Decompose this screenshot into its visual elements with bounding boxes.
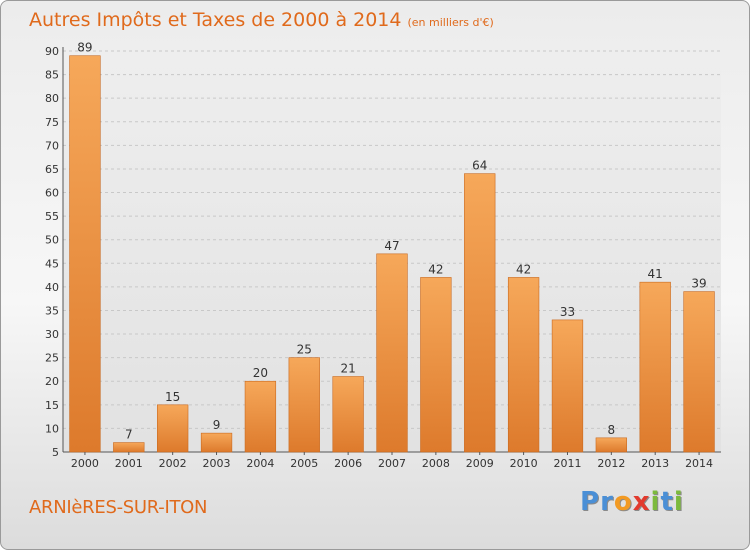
x-tick-label: 2014 — [685, 457, 713, 470]
y-tick-label: 45 — [45, 257, 59, 270]
logo-letter: o — [613, 487, 633, 517]
bar — [683, 291, 715, 453]
bar-value-label: 41 — [648, 267, 663, 281]
bar-value-label: 15 — [165, 390, 180, 404]
bar — [551, 319, 584, 453]
bar — [376, 253, 408, 453]
bar-value-label: 9 — [213, 418, 221, 432]
bar-value-label: 8 — [608, 423, 616, 437]
x-tick-label: 2000 — [71, 457, 99, 470]
y-tick-label: 5 — [52, 446, 59, 459]
proxiti-logo: Proxiti — [580, 487, 684, 517]
chart-title: Autres Impôts et Taxes de 2000 à 2014 (en… — [29, 9, 494, 31]
bar — [288, 357, 320, 453]
y-tick-label: 55 — [45, 210, 59, 223]
x-tick-label: 2002 — [159, 457, 187, 470]
bar-value-label: 39 — [691, 277, 706, 291]
bar-value-label: 25 — [297, 343, 312, 357]
commune-name: ARNIèRES-SUR-ITON — [29, 497, 208, 518]
x-tick-label: 2009 — [466, 457, 494, 470]
y-tick-label: 25 — [45, 352, 59, 365]
y-tick-label: 90 — [45, 45, 59, 58]
bar — [595, 437, 627, 453]
x-tick-label: 2005 — [290, 457, 318, 470]
bar — [157, 404, 189, 453]
bar — [332, 376, 364, 453]
y-tick-label: 75 — [45, 116, 59, 129]
bar-value-label: 47 — [384, 239, 399, 253]
bar — [69, 55, 101, 453]
bar-value-label: 33 — [560, 305, 575, 319]
x-tick-label: 2011 — [553, 457, 581, 470]
y-tick-label: 80 — [45, 92, 59, 105]
x-tick-label: 2004 — [246, 457, 274, 470]
x-tick-label: 2008 — [422, 457, 450, 470]
bar-value-label: 42 — [516, 262, 531, 276]
y-tick-label: 40 — [45, 281, 59, 294]
bar-value-label: 21 — [340, 362, 355, 376]
bar — [420, 277, 452, 453]
y-tick-label: 70 — [45, 139, 59, 152]
bar — [507, 277, 540, 453]
bar — [200, 432, 233, 453]
x-tick-label: 2012 — [597, 457, 625, 470]
y-tick-label: 60 — [45, 187, 59, 200]
x-tick-label: 2010 — [510, 457, 538, 470]
bar-value-label: 7 — [125, 428, 133, 442]
x-tick-label: 2001 — [115, 457, 143, 470]
bar — [244, 380, 277, 453]
logo-letter: t — [660, 487, 674, 517]
y-tick-label: 65 — [45, 163, 59, 176]
bar-value-label: 64 — [472, 159, 487, 173]
logo-letter: x — [632, 487, 651, 517]
x-tick-label: 2007 — [378, 457, 406, 470]
chart-subtitle: (en milliers d'€) — [407, 16, 494, 29]
bar-value-label: 42 — [428, 262, 443, 276]
y-tick-label: 15 — [45, 399, 59, 412]
y-tick-label: 35 — [45, 304, 59, 317]
y-tick-label: 50 — [45, 234, 59, 247]
x-tick-label: 2003 — [203, 457, 231, 470]
title-text: Autres Impôts et Taxes de 2000 à 2014 — [29, 9, 402, 31]
logo-letter: r — [600, 487, 614, 517]
y-tick-label: 10 — [45, 422, 59, 435]
y-tick-label: 30 — [45, 328, 59, 341]
y-tick-label: 85 — [45, 69, 59, 82]
y-tick-label: 20 — [45, 375, 59, 388]
bar-value-label: 89 — [77, 41, 92, 55]
logo-letter: P — [580, 487, 601, 517]
logo-letter: i — [650, 487, 661, 517]
bar — [113, 442, 145, 453]
bar — [464, 173, 496, 453]
bar-value-label: 20 — [253, 366, 268, 380]
x-tick-label: 2013 — [641, 457, 669, 470]
x-tick-label: 2006 — [334, 457, 362, 470]
bar — [639, 281, 671, 453]
logo-letter: i — [673, 487, 684, 517]
